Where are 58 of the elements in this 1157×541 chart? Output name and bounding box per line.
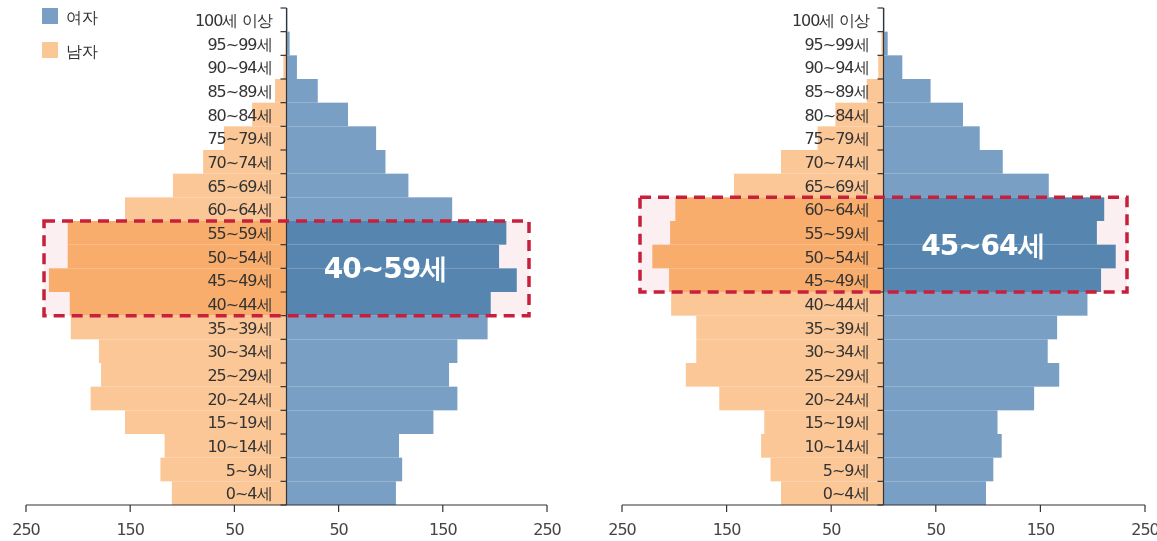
x-tick-label: 250 <box>608 520 637 539</box>
y-tick-label: 25~29세 <box>207 365 272 385</box>
y-tick-label: 15~19세 <box>804 413 869 433</box>
legend-label: 여자 <box>66 8 98 27</box>
x-tick-label: 50 <box>329 520 349 539</box>
y-tick-label: 95~99세 <box>804 34 869 54</box>
y-tick-label: 5~9세 <box>225 460 272 480</box>
y-tick-label: 75~79세 <box>207 129 272 149</box>
y-tick-label: 100세 이상 <box>791 10 870 30</box>
legend-label: 남자 <box>66 42 98 61</box>
x-tick-label: 50 <box>926 520 946 539</box>
y-tick-label: 60~64세 <box>207 200 272 220</box>
y-tick-label: 80~84세 <box>207 105 272 125</box>
y-tick-label: 30~34세 <box>207 342 272 362</box>
y-tick-label: 70~74세 <box>207 152 272 172</box>
y-tick-label: 45~49세 <box>207 271 272 291</box>
y-tick-label: 65~69세 <box>207 176 272 196</box>
y-tick-label: 10~14세 <box>207 436 272 456</box>
y-tick-label: 85~89세 <box>804 81 869 101</box>
y-tick-label: 100세 이상 <box>194 10 273 30</box>
x-tick-label: 150 <box>429 520 458 539</box>
x-tick-label: 250 <box>533 520 562 539</box>
y-tick-label: 50~54세 <box>207 247 272 267</box>
y-tick-label: 0~4세 <box>822 484 869 504</box>
y-tick-label: 50~54세 <box>804 247 869 267</box>
y-tick-label: 5~9세 <box>822 460 869 480</box>
x-tick-label: 150 <box>712 520 742 539</box>
y-tick-label: 85~89세 <box>207 81 272 101</box>
y-tick-label: 40~44세 <box>207 294 272 314</box>
x-tick-label: 50 <box>225 520 245 539</box>
y-tick-label: 65~69세 <box>804 176 869 196</box>
y-tick-label: 80~84세 <box>804 105 869 125</box>
y-tick-label: 55~59세 <box>207 223 272 243</box>
y-tick-label: 35~39세 <box>207 318 272 338</box>
y-tick-label: 55~59세 <box>804 223 869 243</box>
y-tick-label: 60~64세 <box>804 200 869 220</box>
x-tick-label: 50 <box>822 520 842 539</box>
x-tick-label: 250 <box>12 520 41 539</box>
y-tick-label: 20~24세 <box>207 389 272 409</box>
x-tick-label: 150 <box>116 520 145 539</box>
y-tick-label: 90~94세 <box>207 58 272 78</box>
y-tick-label: 40~44세 <box>804 294 869 314</box>
x-tick-label: 250 <box>1131 520 1157 539</box>
y-tick-label: 70~74세 <box>804 152 869 172</box>
band-label: 45~64세 <box>921 228 1045 262</box>
y-tick-label: 90~94세 <box>804 58 869 78</box>
y-tick-label: 0~4세 <box>225 484 272 504</box>
y-tick-label: 10~14세 <box>804 436 869 456</box>
y-tick-label: 15~19세 <box>207 413 272 433</box>
y-tick-label: 35~39세 <box>804 318 869 338</box>
x-tick-label: 150 <box>1026 520 1055 539</box>
y-tick-label: 20~24세 <box>804 389 869 409</box>
band-label: 40~59세 <box>323 252 448 286</box>
y-tick-label: 95~99세 <box>207 34 272 54</box>
y-tick-label: 30~34세 <box>804 342 869 362</box>
y-tick-label: 25~29세 <box>804 365 869 385</box>
y-tick-label: 75~79세 <box>804 129 869 149</box>
y-tick-label: 45~49세 <box>804 271 869 291</box>
